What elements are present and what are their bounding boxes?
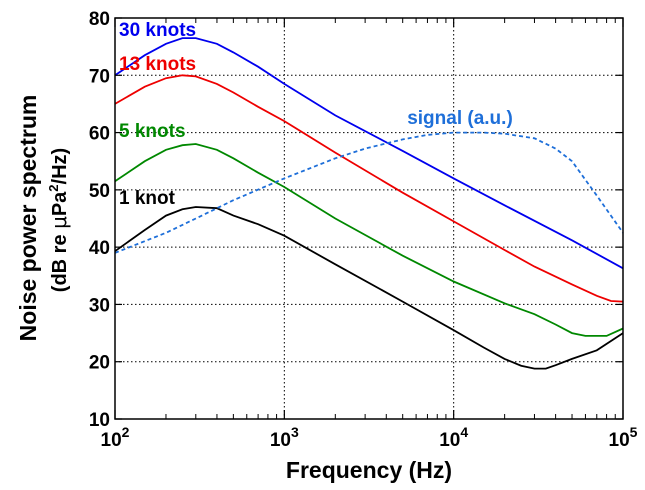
y-axis-unit-pa: Pa (49, 191, 71, 216)
x-tick-base: 10 (270, 430, 291, 451)
y-tick-label: 70 (89, 66, 110, 87)
y-tick-label: 20 (89, 353, 110, 374)
x-tick-label: 103 (270, 424, 299, 451)
series-line-5-knots (114, 143, 624, 337)
series-line-signal-a-u- (114, 131, 624, 254)
x-tick-labels: 102 103 104 105 (101, 424, 638, 451)
y-tick-label: 40 (89, 238, 110, 259)
x-axis-title: Frequency (Hz) (286, 457, 452, 483)
y-axis-unit: (dB re μPa2/Hz) (46, 148, 71, 292)
x-tick-label: 102 (101, 424, 130, 451)
series-line-30-knots (114, 37, 624, 270)
series-lines (114, 37, 624, 370)
x-tick-exponent: 5 (630, 424, 638, 440)
x-tick-exponent: 3 (291, 424, 299, 440)
y-tick-labels: 10 20 30 40 50 60 70 80 (89, 9, 110, 431)
x-tick-label: 104 (439, 424, 468, 451)
series-line-1-knot (114, 206, 624, 370)
y-axis-title-line1: Noise power spectrum (15, 95, 41, 342)
y-axis-unit-sup: 2 (46, 184, 61, 191)
series-label-1-knot: 1 knot (119, 188, 176, 209)
series-label-30-knots: 30 knots (119, 20, 196, 41)
x-tick-exponent: 2 (122, 424, 130, 440)
y-tick-label: 60 (89, 124, 110, 145)
y-tick-label: 30 (89, 295, 110, 316)
y-tick-label: 10 (89, 410, 110, 431)
y-axis-unit-post: /Hz) (49, 148, 71, 185)
y-axis-unit-pre: (dB re (49, 229, 71, 292)
series-line-13-knots (114, 74, 624, 303)
axis-ticks (114, 17, 624, 420)
series-label-5-knots: 5 knots (119, 121, 186, 142)
x-tick-base: 10 (609, 430, 630, 451)
plot-frame (114, 17, 624, 420)
x-tick-base: 10 (101, 430, 122, 451)
x-tick-exponent: 4 (460, 424, 468, 440)
y-axis-unit-text: (dB re μPa2/Hz) (46, 148, 71, 292)
x-tick-base: 10 (439, 430, 460, 451)
y-tick-label: 80 (89, 9, 110, 30)
y-axis-unit-mu: μ (47, 216, 71, 229)
y-tick-label: 50 (89, 181, 110, 202)
grid-lines (115, 18, 623, 419)
x-tick-label: 105 (609, 424, 638, 451)
series-labels: 30 knots 13 knots 5 knots 1 knot signal (a.u… (119, 20, 513, 209)
series-label-signal-a-u-: signal (a.u.) (407, 108, 513, 129)
series-label-13-knots: 13 knots (119, 54, 196, 75)
y-axis-title: Noise power spectrum (15, 95, 41, 342)
